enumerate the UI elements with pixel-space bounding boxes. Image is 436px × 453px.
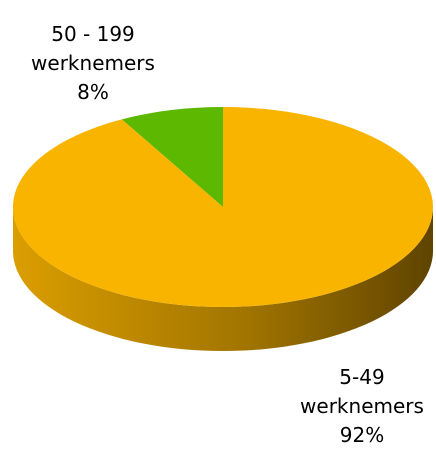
pie-side (13, 207, 433, 351)
category-label: 5-49 werknemers (300, 365, 424, 418)
slice-label: 50 - 199 werknemers 8% (18, 20, 168, 107)
value-label: 92% (339, 423, 385, 447)
pie-slice (121, 107, 223, 207)
pie-slice (13, 107, 434, 307)
value-label: 8% (77, 80, 109, 104)
category-label: 50 - 199 werknemers (31, 22, 155, 75)
slice-label: 5-49 werknemers 92% (287, 363, 436, 450)
